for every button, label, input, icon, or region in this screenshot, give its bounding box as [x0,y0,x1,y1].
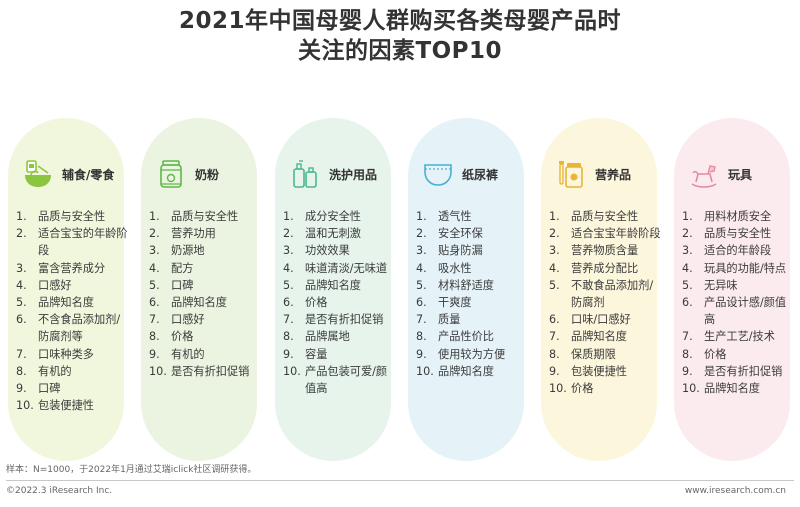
list-item: 1. 用料材质安全 [682,210,772,223]
wash-care-bottles-icon [293,160,317,188]
list-item: 6. 口味/口感好 [549,313,631,327]
card-toys: 玩具 1. 用料材质安全 2. 品质与安全性 3. 适合的年龄段 4. 玩具的功能/特点… [674,118,790,461]
factor-list: 1. 成分安全性 2. 温和无刺激 3. 功效效果 4. 味道清淡/无味道 5. 品牌知名… [283,208,395,397]
card-header: 辅食/零食 [8,158,124,198]
card-header: 营养品 [541,158,657,198]
list-item: 10. 价格 [549,382,594,396]
rocking-horse-icon [691,165,717,188]
footer-divider [6,480,794,481]
list-item: 5. 无异味 [682,278,738,292]
card-milk-powder: 奶粉 1. 品质与安全性 2. 营养功用 3. 奶源地 4. 配方 5. 口碑 6. 品牌知… [141,118,257,461]
list-item: 1. 成分安全性 [283,210,361,223]
list-item: 2. 适合宝宝年龄阶段 [549,227,661,241]
card-header: 纸尿裤 [408,158,524,198]
list-item: 2. 品质与安全性 [682,227,772,241]
nutrition-jar-icon [559,161,583,188]
factor-list: 1. 品质与安全性 2. 营养功用 3. 奶源地 4. 配方 5. 口碑 6. 品牌知名度 … [149,208,261,380]
card-title: 奶粉 [195,168,220,182]
card-title: 玩具 [728,168,753,182]
list-item: 4. 营养成分配比 [549,261,639,275]
diaper-icon [424,164,452,186]
list-item: 7. 口味种类多 [16,347,94,361]
list-item: 1. 品质与安全性 [16,210,106,223]
factor-list: 1. 品质与安全性 2. 适合宝宝的年龄阶段 3. 富含营养成分 4. 口感好 5. 品牌… [16,208,128,414]
list-item: 9. 是否有折扣促销 [682,364,783,378]
list-item: 5. 品牌知名度 [16,296,94,310]
list-item: 10. 品牌知名度 [416,364,494,378]
card-diaper: 纸尿裤 1. 透气性 2. 安全环保 3. 贴身防漏 4. 吸水性 5. 材料舒适度 6.… [408,118,524,461]
website-url: www.iresearch.com.cn [684,486,786,496]
list-item: 6. 不含食品添加剂/防腐剂等 [16,313,121,344]
list-item: 4. 口感好 [16,278,72,292]
list-item: 4. 味道清淡/无味道 [283,261,388,275]
list-item: 1. 透气性 [416,210,472,223]
list-item: 4. 吸水性 [416,261,472,275]
list-item: 7. 是否有折扣促销 [283,313,384,327]
copyright: ©2022.3 iResearch Inc. [6,486,113,496]
sample-footnote: 样本：N=1000，于2022年1月通过艾瑞iclick社区调研获得。 [6,465,257,475]
page-title: 2021年中国母婴人群购买各类母婴产品时 关注的因素TOP10 [0,6,800,66]
list-item: 2. 安全环保 [416,227,483,241]
list-item: 5. 品牌知名度 [283,278,361,292]
factor-list: 1. 用料材质安全 2. 品质与安全性 3. 适合的年龄段 4. 玩具的功能/特点 5.… [682,208,794,397]
list-item: 3. 功效效果 [283,244,350,258]
list-item: 6. 价格 [283,296,328,310]
list-item: 8. 价格 [682,347,727,361]
list-item: 10. 包装便捷性 [16,399,94,413]
list-item: 7. 口感好 [149,313,205,327]
list-item: 4. 玩具的功能/特点 [682,261,787,275]
list-item: 3. 贴身防漏 [416,244,483,258]
list-item: 3. 营养物质含量 [549,244,639,258]
list-item: 7. 品牌知名度 [549,330,627,344]
list-item: 3. 富含营养成分 [16,261,106,275]
milk-powder-can-icon [160,160,182,188]
list-item: 9. 容量 [283,347,328,361]
list-item: 9. 使用较为方便 [416,347,506,361]
list-item: 2. 营养功用 [149,227,216,241]
card-title: 营养品 [595,168,632,182]
list-item: 10. 品牌知名度 [682,382,760,396]
list-item: 6. 品牌知名度 [149,296,227,310]
list-item: 6. 产品设计感/颜值高 [682,296,787,327]
list-item: 2. 适合宝宝的年龄阶段 [16,227,128,258]
card-header: 洗护用品 [275,158,391,198]
list-item: 8. 保质期限 [549,347,616,361]
title-line-2: 关注的因素TOP10 [297,38,503,64]
baby-food-bowl-icon [25,160,51,187]
list-item: 8. 有机的 [16,364,72,378]
list-item: 9. 口碑 [16,382,61,396]
list-item: 1. 品质与安全性 [549,210,639,223]
list-item: 7. 生产工艺/技术 [682,330,775,344]
card-nutrition: 营养品 1. 品质与安全性 2. 适合宝宝年龄阶段 3. 营养物质含量 4. 营养成分配… [541,118,661,461]
list-item: 2. 温和无刺激 [283,227,361,241]
card-header: 玩具 [674,158,790,198]
card-wash-care: 洗护用品 1. 成分安全性 2. 温和无刺激 3. 功效效果 4. 味道清淡/无味道 5… [275,118,391,461]
list-item: 10. 是否有折扣促销 [149,364,250,378]
card-baby-food: 辅食/零食 1. 品质与安全性 2. 适合宝宝的年龄阶段 3. 富含营养成分 4. 口感… [8,118,128,461]
list-item: 9. 有机的 [149,347,205,361]
list-item: 5. 材料舒适度 [416,278,494,292]
list-item: 3. 奶源地 [149,244,205,258]
card-header: 奶粉 [141,158,257,198]
list-item: 8. 产品性价比 [416,330,494,344]
list-item: 6. 干爽度 [416,296,472,310]
list-item: 3. 适合的年龄段 [682,244,772,258]
list-item: 8. 价格 [149,330,194,344]
card-title: 辅食/零食 [62,168,115,182]
list-item: 4. 配方 [149,261,194,275]
card-title: 洗护用品 [329,168,378,182]
card-title: 纸尿裤 [462,168,499,182]
list-item: 10. 产品包装可爱/颜值高 [283,364,388,396]
list-item: 5. 口碑 [149,278,194,292]
title-line-1: 2021年中国母婴人群购买各类母婴产品时 [178,8,621,34]
list-item: 9. 包装便捷性 [549,364,627,378]
factor-list: 1. 品质与安全性 2. 适合宝宝年龄阶段 3. 营养物质含量 4. 营养成分配比 5.… [549,208,661,397]
list-item: 5. 不敢食品添加剂/防腐剂 [549,278,654,310]
factor-list: 1. 透气性 2. 安全环保 3. 贴身防漏 4. 吸水性 5. 材料舒适度 6. 干爽度 … [416,208,528,380]
list-item: 8. 品牌属地 [283,330,350,344]
list-item: 7. 质量 [416,313,461,327]
list-item: 1. 品质与安全性 [149,210,239,223]
